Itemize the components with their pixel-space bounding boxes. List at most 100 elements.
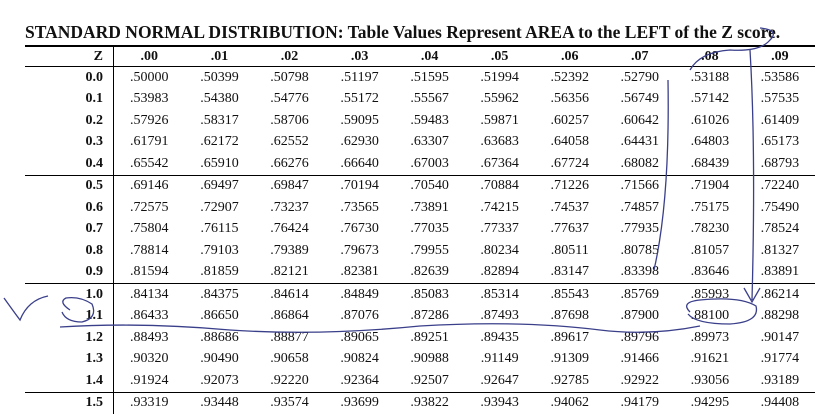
value-cell: .84134 [129, 286, 169, 302]
value-cell: .65910 [184, 153, 255, 176]
value-cell: .83646 [674, 261, 745, 284]
value-cell: .88100 [690, 308, 730, 324]
value-cell: .55172 [340, 91, 379, 107]
value-cell: .64058 [550, 134, 589, 150]
value-cell: .82639 [394, 261, 465, 284]
pen-check [3, 295, 49, 322]
value-cell: .74857 [620, 199, 660, 215]
value-cell: .91309 [550, 351, 589, 367]
z-cell: 0.6 [25, 197, 114, 219]
value-cell: .93699 [340, 395, 379, 411]
header-cell: .01 [184, 45, 255, 67]
value-cell: .66640 [324, 153, 395, 176]
value-cell: .55567 [410, 91, 449, 107]
z-cell: 0.8 [25, 240, 114, 262]
value-cell: .79103 [200, 242, 239, 258]
value-cell: .50000 [129, 69, 169, 85]
pen-stroke [653, 79, 669, 271]
value-cell: .54776 [270, 91, 309, 107]
value-cell: .62172 [200, 134, 239, 150]
table-row: 1.0 .84134 .84375 .84614 .84849 .85083 .85314.… [25, 283, 815, 306]
value-cell: .52790 [620, 69, 660, 85]
value-cell: .53188 [690, 69, 730, 85]
value-cell: .83147 [534, 261, 605, 284]
table-row: 1.4.91924.92073.92220.92364.92507.92647.… [25, 370, 815, 393]
table-row: 1.2 .88493 .88686 .88877 .89065 .89251 .89435.… [25, 327, 815, 349]
value-cell: .82381 [324, 261, 395, 284]
header-cell: .06 [534, 45, 605, 67]
value-cell: .53983 [129, 91, 169, 107]
table-body: 0.0 .50000 .50399 .50798 .51197 .51595 .51994.… [25, 66, 815, 414]
header-cell: .03 [324, 45, 395, 67]
value-cell: .62930 [340, 134, 379, 150]
value-cell: .77035 [410, 221, 449, 237]
value-cell: .51994 [480, 69, 519, 85]
value-cell: .90988 [410, 351, 449, 367]
table-row: 0.0 .50000 .50399 .50798 .51197 .51595 .51994.… [25, 66, 815, 89]
value-cell: .81859 [184, 261, 255, 284]
value-cell: .81057 [690, 242, 730, 258]
table-row: 1.3 .90320 .90490 .90658 .90824 .90988 .91149.… [25, 348, 815, 370]
value-cell: .88298 [760, 308, 800, 324]
value-cell: .93448 [200, 395, 239, 411]
value-cell: .50399 [200, 69, 239, 85]
pen-circle [686, 298, 758, 325]
value-cell: .74537 [550, 199, 589, 215]
value-cell: .68793 [744, 153, 815, 176]
value-cell: .88686 [200, 329, 239, 345]
value-cell: .78230 [690, 221, 730, 237]
value-cell: .92364 [324, 370, 395, 393]
value-cell: .59483 [410, 112, 449, 128]
value-cell: .50798 [270, 69, 309, 85]
value-cell: .71566 [620, 178, 660, 194]
value-cell: .83398 [604, 261, 675, 284]
value-cell: .93574 [270, 395, 309, 411]
value-cell: .89065 [340, 329, 379, 345]
z-cell: 0.5 [25, 175, 114, 197]
value-cell: .73237 [270, 199, 309, 215]
header-cell: .00 [113, 45, 185, 67]
value-cell: .87286 [410, 308, 449, 324]
value-cell: .79955 [410, 242, 449, 258]
value-cell: .91149 [480, 351, 519, 367]
value-cell: .76730 [340, 221, 379, 237]
value-cell: .78524 [760, 221, 800, 237]
value-cell: .64803 [690, 134, 730, 150]
value-cell: .87076 [340, 308, 379, 324]
value-cell: .79389 [270, 242, 309, 258]
value-cell: .58317 [200, 112, 239, 128]
value-cell: .90147 [760, 329, 800, 345]
value-cell: .77935 [620, 221, 660, 237]
value-cell: .80785 [620, 242, 660, 258]
value-cell: .65173 [760, 134, 800, 150]
value-cell: .90320 [129, 351, 169, 367]
value-cell: .69146 [129, 178, 169, 194]
value-cell: .85083 [410, 286, 449, 302]
value-cell: .68082 [604, 153, 675, 176]
table-row: 1.5 .93319 .93448 .93574 .93699 .93822 .93943.… [25, 392, 815, 414]
value-cell: .63683 [480, 134, 519, 150]
value-cell: .80234 [480, 242, 519, 258]
table-row: 0.3 .61791 .62172 .62552 .62930 .63307 .63683.… [25, 131, 815, 153]
value-cell: .91774 [760, 351, 800, 367]
value-cell: .72575 [129, 199, 169, 215]
value-cell: .92785 [534, 370, 605, 393]
z-cell: 0.9 [25, 261, 114, 284]
value-cell: .71904 [690, 178, 730, 194]
value-cell: .55962 [480, 91, 519, 107]
value-cell: .86214 [760, 286, 800, 302]
value-cell: .53586 [760, 69, 800, 85]
table-title: STANDARD NORMAL DISTRIBUTION: Table Valu… [25, 22, 781, 42]
z-cell: 0.4 [25, 153, 114, 176]
value-cell: .91466 [620, 351, 660, 367]
table-row: 0.9.81594.81859.82121.82381.82639.82894.… [25, 261, 815, 284]
value-cell: .85993 [690, 286, 730, 302]
value-cell: .88877 [270, 329, 309, 345]
value-cell: .93189 [744, 370, 815, 393]
table-row: 0.2 .57926 .58317 .58706 .59095 .59483 .59871.… [25, 110, 815, 132]
value-cell: .59095 [340, 112, 379, 128]
z-cell: 0.7 [25, 218, 114, 240]
value-cell: .93319 [129, 395, 169, 411]
z-cell: 1.5 [25, 392, 114, 414]
value-cell: .73565 [340, 199, 379, 215]
